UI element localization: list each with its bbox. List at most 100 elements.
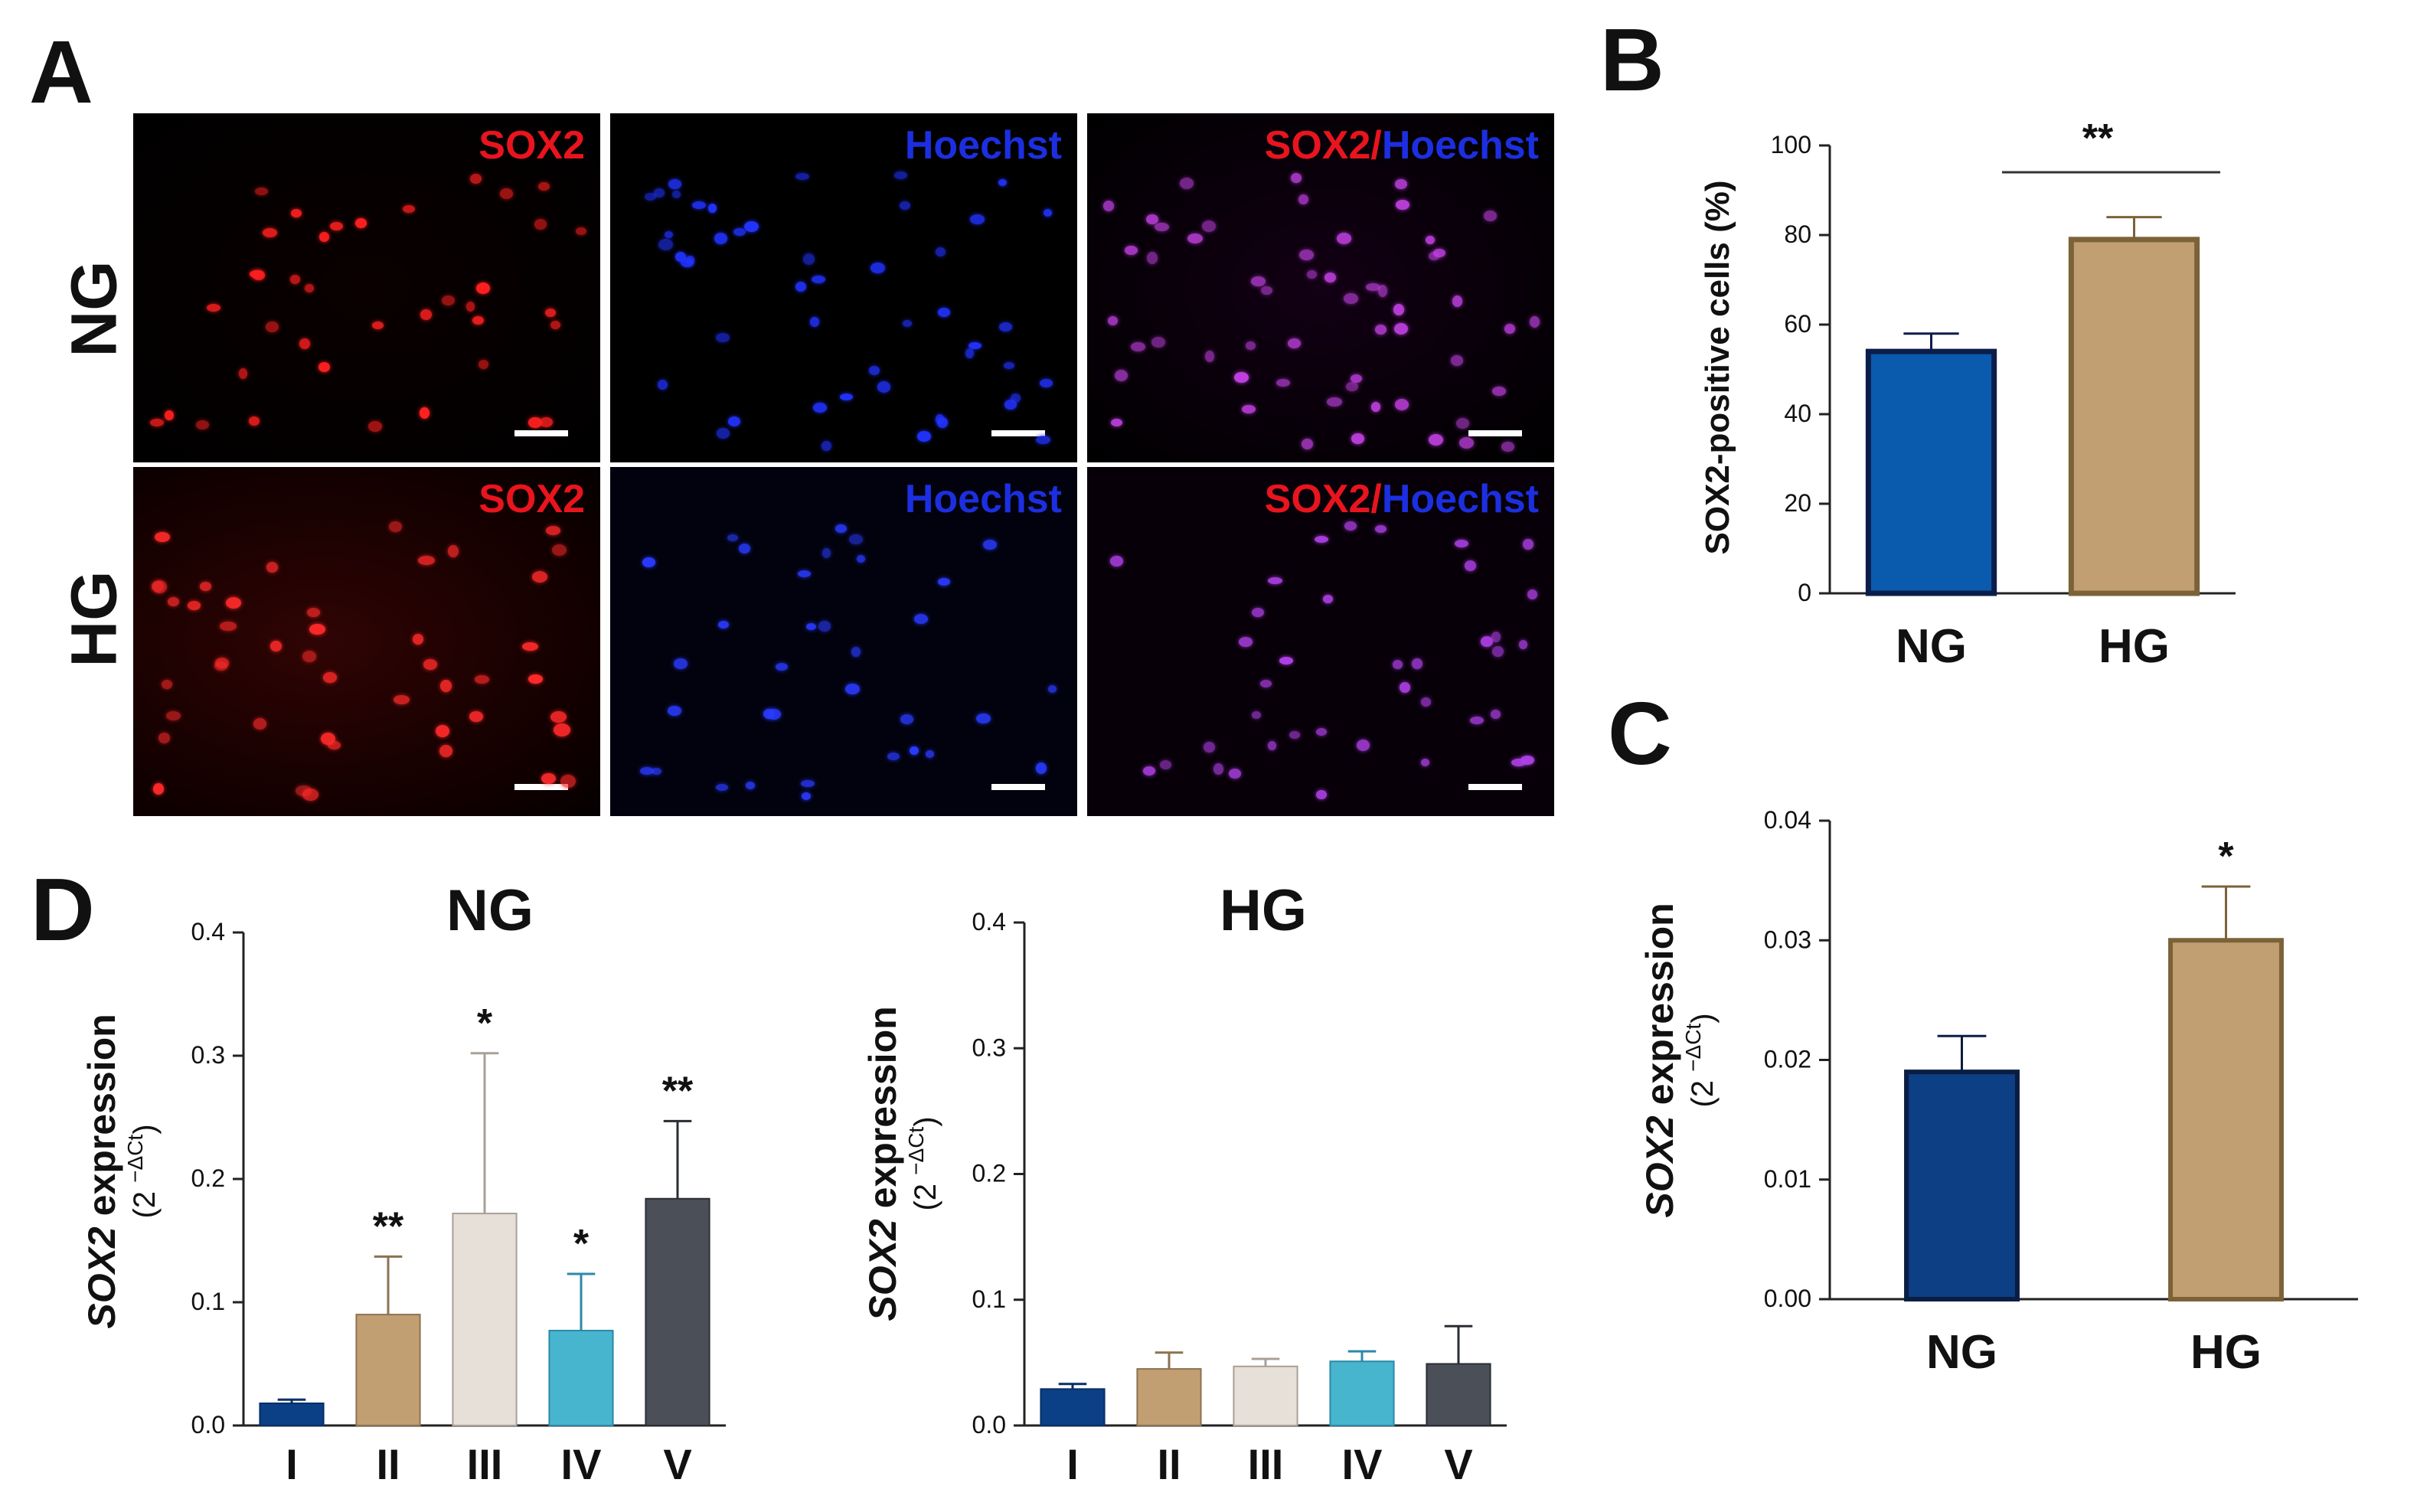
cell-nucleus <box>910 746 919 755</box>
cell-nucleus <box>165 410 174 420</box>
bar-ii <box>1136 1368 1202 1427</box>
cell-nucleus <box>448 545 459 557</box>
channel-label: Hoechst <box>904 477 1062 521</box>
cell-nucleus <box>1412 658 1422 669</box>
cell-nucleus <box>739 544 750 554</box>
cell-nucleus <box>318 362 330 372</box>
cell-nucleus <box>1324 273 1336 282</box>
micrograph-hg-hoechst: Hoechst <box>610 467 1077 816</box>
cell-nucleus <box>1268 577 1282 584</box>
cell-nucleus <box>153 783 164 795</box>
cell-nucleus <box>857 555 865 563</box>
y-axis-unit: (2 −ΔCt) <box>123 1124 162 1218</box>
cell-nucleus <box>998 179 1007 186</box>
cell-nucleus <box>266 322 279 332</box>
cell-nucleus <box>1492 646 1504 657</box>
x-tick-label: I <box>1066 1440 1079 1488</box>
cell-nucleus <box>668 179 681 189</box>
x-tick-label: HG <box>2099 620 2170 673</box>
x-tick-label: HG <box>2190 1326 2262 1379</box>
cell-nucleus <box>1337 233 1351 244</box>
panel-letter-a: A <box>29 22 93 122</box>
cell-nucleus <box>692 201 706 209</box>
cell-nucleus <box>1252 608 1264 617</box>
cell-nucleus <box>1147 252 1158 264</box>
cell-nucleus <box>1491 710 1501 719</box>
cell-nucleus <box>672 191 681 198</box>
cell-nucleus <box>1465 560 1476 571</box>
cell-nucleus <box>776 663 788 671</box>
cell-nucleus <box>372 322 384 329</box>
cell-nucleus <box>812 276 825 283</box>
cell-nucleus <box>840 394 853 400</box>
cell-nucleus <box>1523 539 1533 550</box>
x-tick-label: IV <box>561 1440 602 1488</box>
cell-nucleus <box>1426 236 1435 244</box>
cell-nucleus <box>290 275 300 284</box>
cell-nucleus <box>1302 439 1313 449</box>
bar-ng <box>1865 348 1997 596</box>
cell-nucleus <box>1291 173 1302 183</box>
cell-nucleus <box>168 597 179 606</box>
cell-nucleus <box>1455 540 1468 547</box>
cell-nucleus <box>894 171 907 179</box>
y-tick-label: 60 <box>1784 310 1811 338</box>
cell-nucleus <box>806 623 816 630</box>
cell-nucleus <box>652 768 661 775</box>
cell-nucleus <box>550 711 567 723</box>
cell-nucleus <box>413 634 423 645</box>
cell-nucleus <box>716 333 730 342</box>
y-tick-label: 0.02 <box>1764 1046 1811 1073</box>
cell-nucleus <box>686 256 694 265</box>
channel-label: SOX2 <box>479 123 585 168</box>
cell-nucleus <box>1229 769 1241 779</box>
cell-nucleus <box>1393 660 1403 669</box>
cell-nucleus <box>469 711 483 722</box>
cell-nucleus <box>1299 250 1314 260</box>
cell-nucleus <box>914 614 928 624</box>
cell-nucleus <box>1492 387 1506 396</box>
x-tick-label: II <box>376 1440 400 1488</box>
cell-nucleus <box>528 674 543 684</box>
cell-nucleus <box>1429 252 1439 260</box>
cell-nucleus <box>1288 338 1301 348</box>
cell-nucleus <box>1125 246 1138 255</box>
bar-iv <box>548 1330 614 1427</box>
y-tick-label: 0.4 <box>972 908 1006 936</box>
cell-nucleus <box>299 338 310 349</box>
cell-nucleus <box>822 548 831 558</box>
bar-ng <box>1904 1070 2020 1301</box>
y-axis-unit: (2 −ΔCt) <box>904 1116 942 1210</box>
cell-nucleus <box>869 366 880 375</box>
cell-nucleus <box>439 745 452 757</box>
cell-nucleus <box>1527 589 1537 599</box>
cell-nucleus <box>220 622 237 631</box>
chart-title: HG <box>1220 878 1307 943</box>
cell-nucleus <box>162 680 172 689</box>
cell-nucleus <box>255 188 268 195</box>
cell-nucleus <box>532 571 547 583</box>
micrograph-ng-hoechst: Hoechst <box>610 113 1077 462</box>
panel-letter-b: B <box>1600 10 1664 109</box>
y-axis-label: SOX2 expression (2 −ΔCt) <box>861 1006 942 1321</box>
cell-nucleus <box>1344 293 1358 304</box>
bar-iii <box>1233 1365 1298 1426</box>
cell-nucleus <box>1036 436 1050 444</box>
y-tick-label: 0.1 <box>191 1288 225 1315</box>
cell-nucleus <box>708 204 717 213</box>
y-tick-label: 0.3 <box>972 1034 1006 1061</box>
cell-nucleus <box>1205 351 1214 362</box>
cell-nucleus <box>470 174 482 184</box>
cell-nucleus <box>1378 285 1387 297</box>
cell-nucleus <box>1279 657 1293 665</box>
cell-nucleus <box>546 526 560 535</box>
cell-nucleus <box>1143 766 1155 776</box>
cell-nucleus <box>835 524 847 533</box>
scale-bar <box>514 784 568 790</box>
bar-iv <box>1329 1360 1395 1427</box>
cell-nucleus <box>394 695 410 704</box>
cell-nucleus <box>188 601 201 610</box>
bar-i <box>259 1403 325 1427</box>
cell-nucleus <box>319 232 329 242</box>
